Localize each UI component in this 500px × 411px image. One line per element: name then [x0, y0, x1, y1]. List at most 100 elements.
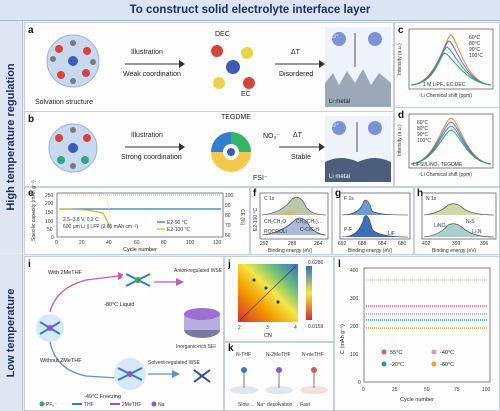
panel-a-arrow2-top: ΔT — [291, 49, 300, 56]
panel-j-cbar-top: 0.0286 — [308, 260, 324, 266]
panel-f-peak: ROCOOLi — [264, 229, 287, 235]
panel-h-xtick: 402 — [422, 241, 431, 247]
panel-h-label: h — [417, 188, 424, 199]
panel-e-ytick-right: 70 — [225, 223, 231, 229]
panel-k-item-0: N-THF — [236, 352, 251, 358]
panel-e-ytick-right: 60 — [225, 233, 231, 239]
cross-icon — [193, 369, 211, 383]
panel-e-note1: 2.5–3.8 V, 0.2 C — [63, 217, 99, 223]
ec-label: EC — [241, 91, 251, 98]
panel-f-xtick: 284 — [314, 241, 323, 247]
panel-b-arrow1-top: Illustration — [131, 132, 163, 139]
panel-i-legend-2: 2MeTHF — [122, 402, 141, 408]
panel-d-legend-0: 60°C — [417, 120, 429, 126]
panel-d-legend-1: 80°C — [417, 126, 429, 132]
panel-k: k N-THF N-2MeTHF N-nieTHF Slow ← Na⁺ des… — [224, 342, 334, 411]
panel-g-xtick: 692 — [338, 241, 347, 247]
panel-j-xtick: 3 — [266, 325, 269, 331]
solvation-cluster-icon — [300, 367, 328, 394]
side-label-high-text: High temperature regulation — [5, 63, 17, 211]
panel-d-nmr-plot: 60°C 80°C 90°C 100°C LiFSI/LiNO₃ TEGDME … — [397, 113, 494, 178]
solvation-cluster-icon — [46, 34, 100, 88]
panel-i-liquid: -80°C Liquid — [104, 302, 134, 308]
panel-l-ylabel: C (mAh g⁻¹) — [340, 324, 346, 354]
panel-k-bottom: Slow ← Na⁺ desolvation → Fast — [238, 402, 310, 408]
li-metal-stable-icon — [325, 116, 391, 182]
panel-e-ytick-left: 0 — [51, 235, 54, 241]
panel-c-note: 1 M LiPF₆ EC:DEC — [423, 82, 466, 88]
panel-c-xlabel: ⁷Li Chemical shift (ppm) — [419, 93, 472, 99]
panel-f-label: f — [253, 188, 257, 199]
arrow-right-icon — [125, 143, 185, 151]
panel-i-sei: Inorganic-rich SEI — [176, 344, 216, 350]
panel-e-label: e — [28, 188, 34, 199]
panel-f: f C 1s CH₂CH₂O CH₂(CH₂)… C-C/C-H ROCOOLi… — [250, 187, 332, 255]
frozen-cluster-icon — [114, 358, 146, 390]
panel-l-xtick: 0 — [362, 387, 365, 393]
panel-e-ytick-right: 80 — [225, 213, 231, 219]
panel-l-xtick: 50 — [424, 387, 430, 393]
panel-l-xtick: 100 — [482, 387, 491, 393]
panel-h-xlabel: Binding energy (eV) — [432, 248, 477, 254]
panel-h-peak: LiNOₓ — [434, 223, 447, 229]
panel-b-arrow2-bottom: Stable — [291, 154, 311, 161]
li-metal-label: Li metal — [329, 174, 351, 180]
panel-h-peak: Li₃N — [472, 229, 482, 235]
li-metal-disordered-icon — [325, 27, 391, 107]
panel-l: l 400 300 200 100 0 0 25 50 75 100 Cycle… — [334, 256, 500, 411]
panel-f-peak: C-C/C-H — [300, 227, 320, 233]
panel-l-legend-0: 55°C — [390, 350, 402, 356]
panel-e-xtick: 80 — [161, 240, 167, 246]
panel-e-xtick: 0 — [55, 240, 58, 246]
arrow-right-icon — [125, 60, 185, 68]
panel-h-xtick: 399 — [452, 241, 461, 247]
panel-l-ytick: 200 — [350, 324, 359, 330]
panel-l-ytick: 400 — [350, 268, 359, 274]
panel-c-ylabel: Intensity (a.u.) — [397, 43, 403, 75]
side-label-low: Low temperature — [0, 254, 23, 411]
panel-g-xtick: 680 — [398, 241, 407, 247]
arrow-right-icon — [275, 60, 325, 68]
panel-e-xtick: 100 — [186, 240, 195, 246]
panel-i-with: With 2MeTHF — [48, 270, 83, 276]
panel-d-legend-3: 100°C — [417, 138, 431, 144]
panel-j-xlabel: CN — [264, 333, 272, 339]
panel-l-xtick: 75 — [454, 387, 460, 393]
panel-e-ylabel-left: Specific capacity (mAh g⁻¹) — [31, 180, 37, 241]
panel-g-peak: LiF — [388, 231, 395, 237]
panel-f-peak: CH₂(CH₂)… — [296, 219, 323, 225]
li-ion-label: Li⁺ — [331, 123, 339, 129]
panel-g-peak: P-F — [344, 227, 352, 233]
panel-f-xlabel: Binding energy (eV) — [268, 248, 313, 254]
panel-c-legend-1: 80°C — [469, 41, 481, 47]
panel-e-xlabel: Cycle number — [123, 247, 157, 253]
panel-j-label: j — [228, 259, 231, 270]
panel-a-caption: Solvation structure — [35, 99, 93, 106]
panel-e-ytick-left: 150 — [45, 210, 54, 216]
banner-title: To construct solid electrolyte interface… — [0, 0, 500, 21]
panel-d-legend-2: 90°C — [417, 132, 429, 138]
panel-d-xlabel: ⁷Li Chemical shift (ppm) — [419, 172, 472, 178]
panel-i-freezing: -40°C Freezing — [84, 394, 121, 400]
panel-d-ylabel: Intensity (a.u.) — [397, 124, 403, 156]
ec-dec-cluster-icon — [211, 45, 255, 89]
dec-label: DEC — [215, 31, 230, 38]
solvation-cluster-icon — [265, 367, 293, 394]
panel-e-ylabel-right: CE (%) — [239, 209, 245, 225]
panel-e-note2: 600 μm Li || LFP (2.85 mAh cm⁻²) — [63, 224, 138, 230]
panel-e-legend-0: E2-90 °C — [167, 220, 188, 226]
panel-l-ytick: 0 — [358, 380, 361, 386]
panel-h-xps-plot: N 1s LiNOₓ N-S Li₃N 402 399 396 Binding … — [421, 192, 497, 254]
panel-h-title: N 1s — [426, 196, 437, 202]
panel-l-label: l — [338, 259, 341, 270]
solvation-cluster-icon — [230, 367, 258, 394]
panel-d-note: LiFSI/LiNO₃ TEGDME — [413, 162, 463, 168]
panel-e-xtick: 20 — [79, 240, 85, 246]
panel-l-xtick: 25 — [392, 387, 398, 393]
panel-a-arrow1-top: Illustration — [131, 49, 163, 56]
sei-layer-icon — [184, 308, 220, 338]
no3-label: NO₃⁻ — [263, 133, 281, 140]
panel-h-xtick: 396 — [480, 241, 489, 247]
panel-i-label: i — [28, 259, 31, 270]
